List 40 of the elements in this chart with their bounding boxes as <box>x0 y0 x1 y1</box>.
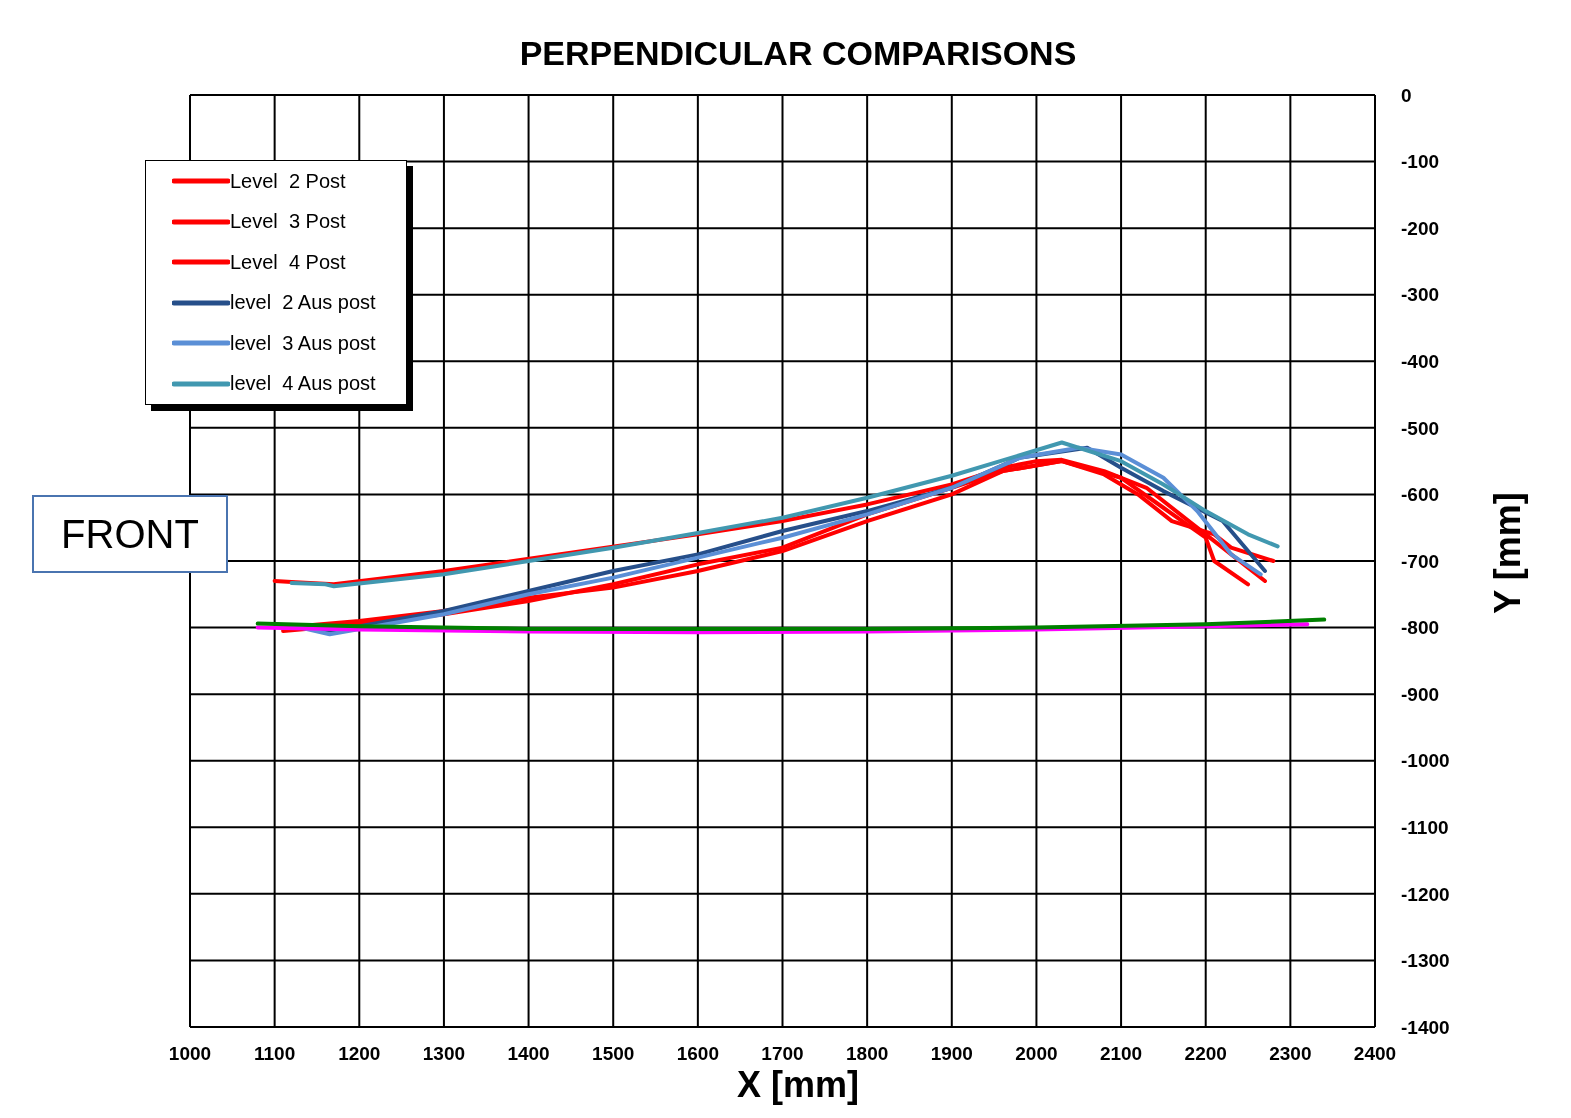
y-axis-title: Y [mm] <box>1487 492 1529 614</box>
y-tick-label: -600 <box>1401 484 1440 506</box>
y-tick-label: -1400 <box>1401 1016 1450 1038</box>
x-tick-label: 1600 <box>676 1043 719 1065</box>
x-tick-label: 1300 <box>422 1043 466 1065</box>
x-tick-label: 1800 <box>846 1043 889 1065</box>
y-tick-label: -900 <box>1401 683 1440 705</box>
x-tick-label: 2000 <box>1015 1043 1058 1065</box>
y-tick-label: -500 <box>1401 417 1440 439</box>
x-tick-label: 1500 <box>592 1043 635 1065</box>
x-tick-label: 1400 <box>507 1043 550 1065</box>
y-tick-label: 0 <box>1401 84 1412 106</box>
y-tick-label: -1200 <box>1401 883 1450 905</box>
x-axis-title: X [mm] <box>736 1064 860 1106</box>
legend-label: level 2 Aus post <box>230 291 376 315</box>
x-tick-label: 1100 <box>254 1043 296 1065</box>
legend-label: Level 4 Post <box>230 250 346 274</box>
chart-title: PERPENDICULAR COMPARISONS <box>518 34 1078 73</box>
y-tick-label: -1100 <box>1401 817 1449 839</box>
y-tick-label: -700 <box>1401 550 1440 572</box>
x-tick-label: 1900 <box>930 1043 973 1065</box>
legend-label: level 3 Aus post <box>230 331 376 355</box>
y-tick-label: -400 <box>1401 351 1440 373</box>
x-tick-label: 1700 <box>761 1043 804 1065</box>
legend-label: Level 3 Post <box>230 210 346 234</box>
y-tick-label: -200 <box>1401 217 1440 239</box>
y-tick-label: -1000 <box>1401 750 1450 772</box>
x-tick-label: 2300 <box>1269 1043 1312 1065</box>
legend-label: level 4 Aus post <box>230 372 376 396</box>
x-tick-label: 1200 <box>338 1043 381 1065</box>
x-tick-label: 2200 <box>1184 1043 1227 1065</box>
annotation: FRONT <box>32 495 228 573</box>
y-tick-label: -100 <box>1401 151 1440 173</box>
legend-label: Level 2 Post <box>230 169 346 193</box>
x-tick-label: 2400 <box>1353 1043 1397 1065</box>
x-tick-label: 2100 <box>1099 1043 1143 1065</box>
x-tick-label: 1000 <box>168 1043 212 1065</box>
y-tick-label: -1300 <box>1401 950 1450 972</box>
y-tick-label: -300 <box>1401 284 1440 306</box>
y-tick-label: -800 <box>1401 617 1440 639</box>
